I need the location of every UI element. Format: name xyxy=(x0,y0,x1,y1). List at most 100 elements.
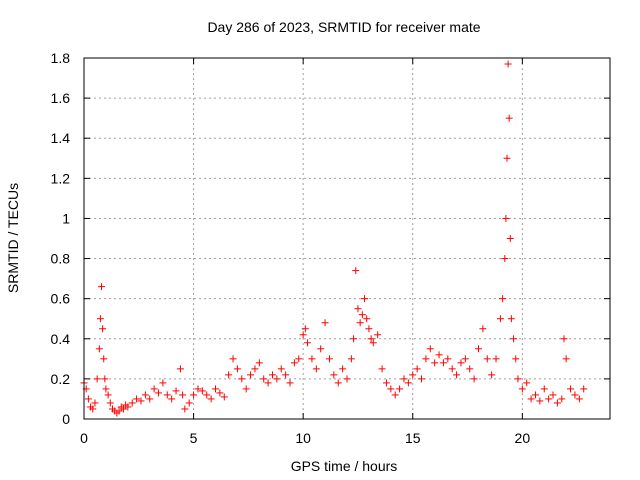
data-point xyxy=(422,355,430,363)
data-point xyxy=(505,114,513,122)
data-point xyxy=(518,385,526,393)
data-point xyxy=(325,355,333,363)
data-point xyxy=(560,335,568,343)
data-point xyxy=(255,359,263,367)
y-tick-label: 0 xyxy=(62,411,70,427)
data-point xyxy=(358,311,366,319)
data-point xyxy=(247,371,255,379)
x-tick-label: 5 xyxy=(190,430,198,446)
data-point xyxy=(330,371,338,379)
data-point xyxy=(549,391,557,399)
data-point xyxy=(220,393,228,401)
data-point xyxy=(545,395,553,403)
data-point xyxy=(137,397,145,405)
data-point xyxy=(553,399,561,407)
data-point xyxy=(567,385,575,393)
y-tick-label: 0.8 xyxy=(51,251,71,267)
data-point xyxy=(363,315,371,323)
data-point xyxy=(176,365,184,373)
data-point xyxy=(89,405,97,413)
data-point xyxy=(150,385,158,393)
x-tick-label: 20 xyxy=(515,430,531,446)
data-point xyxy=(374,331,382,339)
data-point xyxy=(470,375,478,383)
data-point xyxy=(95,345,103,353)
data-point xyxy=(273,375,281,383)
data-point xyxy=(101,375,109,383)
data-point xyxy=(347,355,355,363)
data-point xyxy=(339,365,347,373)
data-point xyxy=(212,385,219,393)
data-point xyxy=(466,365,474,373)
y-tick-label: 0.6 xyxy=(51,291,71,307)
data-point xyxy=(382,379,390,387)
data-point xyxy=(475,345,482,353)
data-point xyxy=(536,397,544,405)
data-point xyxy=(369,339,377,347)
data-point xyxy=(531,391,539,399)
data-point xyxy=(439,359,447,367)
data-point xyxy=(343,375,351,383)
data-point xyxy=(448,365,456,373)
data-point xyxy=(356,319,364,327)
data-point xyxy=(168,395,176,403)
ticks: 0 5 10 15 20 0 0.2 0.4 0.6 0.8 1 1.2 1.4 1.6 1.8 xyxy=(51,50,610,446)
data-point xyxy=(502,214,510,222)
data-point xyxy=(119,405,127,413)
data-point xyxy=(352,267,360,275)
data-point xyxy=(104,391,112,399)
data-point xyxy=(387,385,395,393)
data-point xyxy=(238,375,246,383)
y-tick-label: 1 xyxy=(62,210,70,226)
data-point xyxy=(260,375,268,383)
data-point xyxy=(365,325,373,333)
data-point xyxy=(512,355,520,363)
data-point xyxy=(457,359,465,367)
x-tick-label: 15 xyxy=(405,430,421,446)
x-tick-label: 0 xyxy=(80,430,88,446)
data-point xyxy=(527,395,535,403)
data-point xyxy=(290,359,298,367)
data-point xyxy=(268,371,276,379)
data-point xyxy=(540,385,548,393)
data-point xyxy=(179,391,187,399)
data-point xyxy=(367,335,375,343)
data-point xyxy=(488,371,496,379)
data-point xyxy=(391,391,399,399)
data-point xyxy=(181,405,189,413)
data-point xyxy=(203,391,211,399)
data-point xyxy=(159,379,167,387)
data-point xyxy=(301,325,309,333)
data-point xyxy=(282,371,290,379)
data-point xyxy=(510,335,518,343)
data-point xyxy=(499,295,507,303)
y-tick-label: 1.2 xyxy=(51,170,71,186)
data-point xyxy=(350,335,358,343)
data-point xyxy=(146,395,154,403)
data-point xyxy=(431,359,439,367)
y-tick-label: 0.2 xyxy=(51,371,71,387)
data-point xyxy=(277,365,285,373)
data-point xyxy=(558,395,566,403)
data-point xyxy=(229,355,237,363)
data-point xyxy=(185,399,193,407)
x-axis-label: GPS time / hours xyxy=(291,458,398,474)
data-point xyxy=(507,315,515,323)
data-point xyxy=(435,351,443,359)
data-point xyxy=(400,375,408,383)
data-point xyxy=(444,355,452,363)
data-point xyxy=(99,325,107,333)
data-point xyxy=(418,375,426,383)
data-point xyxy=(93,375,101,383)
data-point xyxy=(304,339,312,347)
data-point xyxy=(506,235,514,242)
data-point xyxy=(321,319,329,327)
y-tick-label: 1.6 xyxy=(51,90,71,106)
data-point xyxy=(404,379,412,387)
y-axis-label: SRMTID / TECUs xyxy=(5,183,21,293)
x-tick-label: 10 xyxy=(295,430,311,446)
data-point xyxy=(479,325,487,333)
y-tick-label: 0.4 xyxy=(51,331,71,347)
